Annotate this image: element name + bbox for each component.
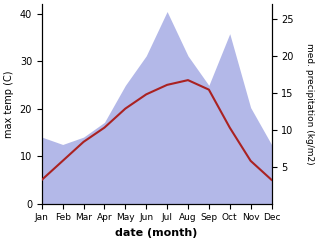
- Y-axis label: max temp (C): max temp (C): [4, 70, 14, 138]
- Y-axis label: med. precipitation (kg/m2): med. precipitation (kg/m2): [305, 43, 314, 165]
- X-axis label: date (month): date (month): [115, 228, 198, 238]
